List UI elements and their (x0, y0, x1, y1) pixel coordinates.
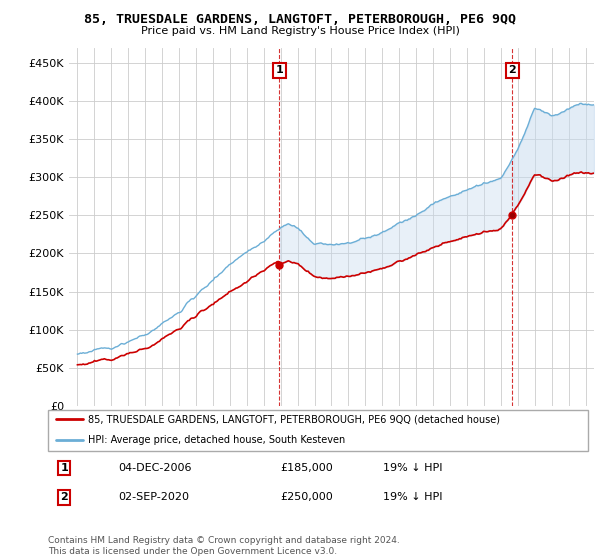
Text: 1: 1 (61, 463, 68, 473)
Text: Contains HM Land Registry data © Crown copyright and database right 2024.
This d: Contains HM Land Registry data © Crown c… (48, 536, 400, 556)
Text: £250,000: £250,000 (280, 492, 333, 502)
Text: 1: 1 (275, 66, 283, 76)
Text: 85, TRUESDALE GARDENS, LANGTOFT, PETERBOROUGH, PE6 9QQ (detached house): 85, TRUESDALE GARDENS, LANGTOFT, PETERBO… (89, 414, 500, 424)
Text: 19% ↓ HPI: 19% ↓ HPI (383, 463, 442, 473)
Text: 02-SEP-2020: 02-SEP-2020 (118, 492, 189, 502)
Text: 2: 2 (508, 66, 516, 76)
Text: Price paid vs. HM Land Registry's House Price Index (HPI): Price paid vs. HM Land Registry's House … (140, 26, 460, 36)
Text: 19% ↓ HPI: 19% ↓ HPI (383, 492, 442, 502)
Text: 04-DEC-2006: 04-DEC-2006 (118, 463, 192, 473)
FancyBboxPatch shape (48, 410, 588, 451)
Text: HPI: Average price, detached house, South Kesteven: HPI: Average price, detached house, Sout… (89, 435, 346, 445)
Text: £185,000: £185,000 (280, 463, 333, 473)
Text: 2: 2 (61, 492, 68, 502)
Text: 85, TRUESDALE GARDENS, LANGTOFT, PETERBOROUGH, PE6 9QQ: 85, TRUESDALE GARDENS, LANGTOFT, PETERBO… (84, 13, 516, 26)
